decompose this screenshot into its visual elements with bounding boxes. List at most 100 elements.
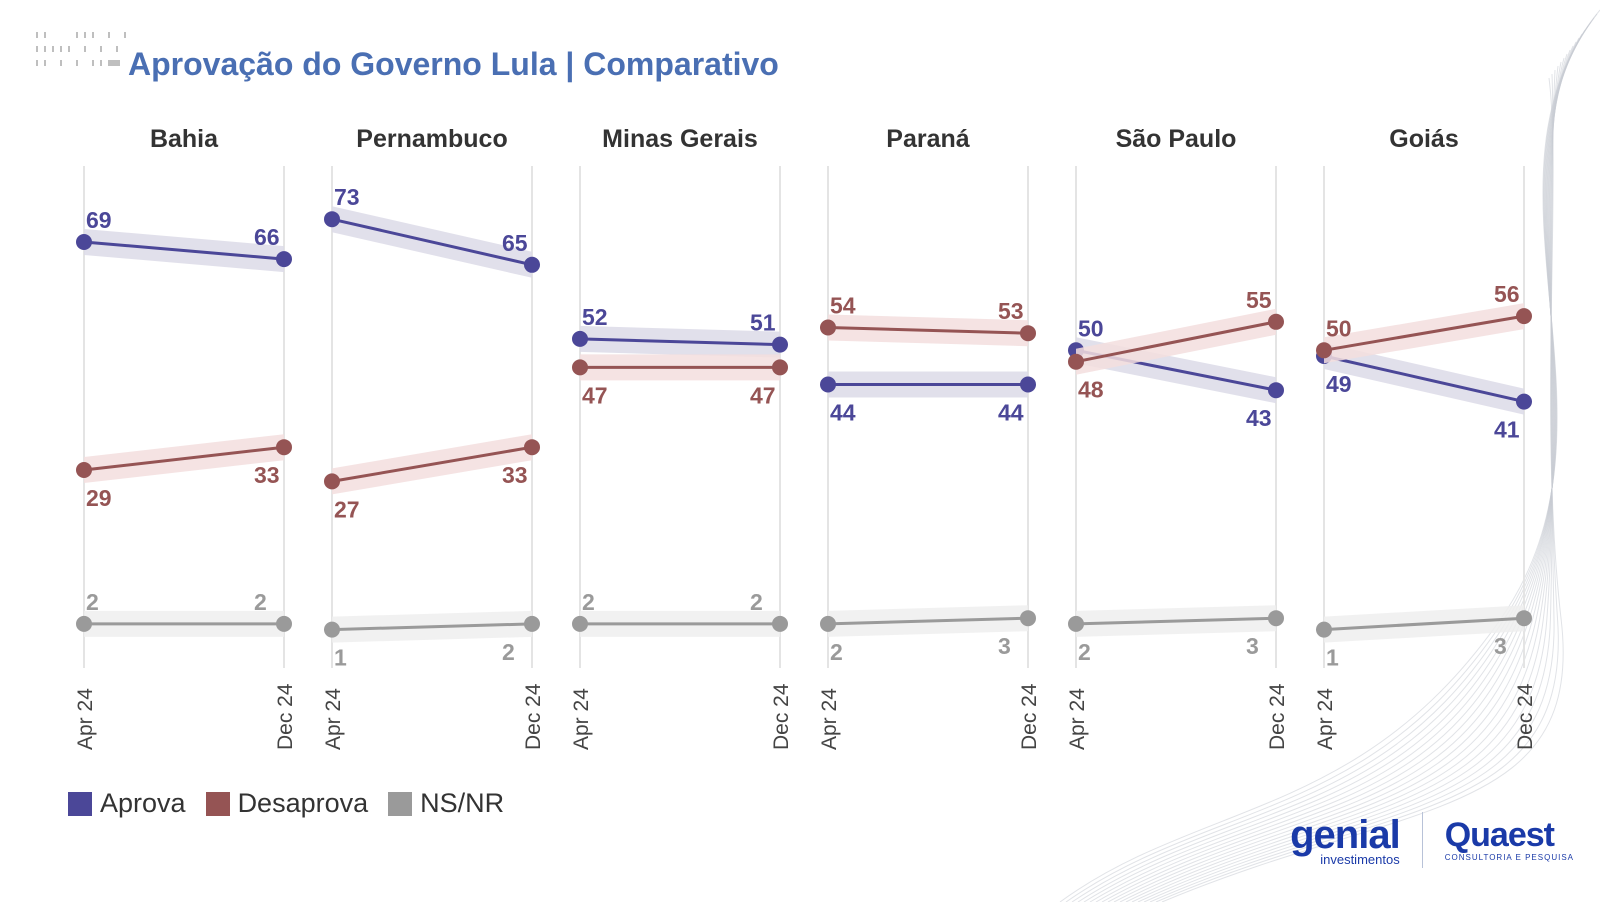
quaest-logo-sub: CONSULTORIA E PESQUISA	[1444, 853, 1574, 862]
line-aprova	[331, 217, 533, 267]
data-label-desaprova: 56	[1494, 281, 1520, 307]
x-tick-label: Apr 24	[1314, 688, 1337, 750]
point-aprova-dec	[1020, 376, 1036, 393]
data-label-nsnr: 1	[334, 645, 347, 671]
data-label-aprova: 69	[86, 207, 112, 233]
point-aprova-apr	[572, 330, 588, 347]
legend-label-nsnr: NS/NR	[420, 788, 505, 818]
data-label-desaprova: 47	[582, 382, 608, 408]
x-tick-label: Dec 24	[522, 683, 545, 750]
line-nsnr	[331, 622, 533, 632]
logo-divider	[1421, 812, 1423, 868]
data-label-desaprova: 27	[334, 496, 360, 522]
legend-swatch-aprova	[68, 791, 92, 816]
data-label-aprova: 44	[998, 400, 1024, 426]
line-aprova	[579, 337, 781, 347]
point-desaprova-apr	[1316, 342, 1332, 359]
data-label-aprova: 65	[502, 230, 528, 256]
point-aprova-dec	[1516, 393, 1532, 410]
wave-line	[1131, 57, 1565, 902]
point-aprova-apr	[820, 376, 836, 393]
point-desaprova-dec	[1268, 313, 1284, 330]
data-label-desaprova: 33	[254, 462, 280, 488]
panel-title: Goiás	[1389, 125, 1458, 153]
point-desaprova-apr	[1068, 353, 1084, 370]
point-desaprova-apr	[572, 359, 588, 376]
line-desaprova	[83, 445, 285, 472]
point-nsnr-dec	[276, 615, 292, 632]
point-desaprova-dec	[772, 359, 788, 376]
genial-logo-sub: investimentos	[1320, 851, 1400, 867]
data-label-aprova: 73	[334, 184, 360, 210]
point-nsnr-apr	[76, 615, 92, 632]
point-desaprova-apr	[324, 473, 340, 490]
point-aprova-dec	[276, 251, 292, 268]
point-desaprova-apr	[820, 319, 836, 336]
data-label-desaprova: 55	[1246, 287, 1272, 313]
data-label-desaprova: 47	[750, 382, 776, 408]
x-tick-label: Dec 24	[1018, 683, 1041, 750]
data-label-aprova: 49	[1326, 371, 1352, 397]
data-label-desaprova: 29	[86, 485, 112, 511]
point-desaprova-apr	[76, 462, 92, 478]
point-nsnr-apr	[1316, 621, 1332, 638]
panel-4: São Paulo Apr 24 Dec 24 50 43 48 55 2 3	[1066, 125, 1289, 750]
dotted-corner-mark	[36, 32, 126, 66]
line-desaprova	[827, 326, 1029, 335]
x-tick-label: Dec 24	[274, 683, 297, 750]
x-tick-label: Apr 24	[818, 688, 841, 750]
wave-line	[1155, 73, 1559, 902]
legend-item-nsnr: NS/NR	[388, 788, 504, 819]
point-aprova-apr	[324, 211, 340, 228]
line-desaprova	[331, 445, 533, 483]
panel-title: Minas Gerais	[602, 125, 758, 153]
x-tick-label: Apr 24	[74, 688, 97, 750]
data-label-nsnr: 2	[1078, 639, 1091, 665]
legend-label-aprova: Aprova	[100, 788, 186, 818]
data-label-aprova: 43	[1246, 405, 1272, 431]
genial-logo: genial investimentos	[1290, 812, 1401, 867]
point-nsnr-dec	[772, 615, 788, 632]
data-label-nsnr: 3	[1246, 633, 1259, 659]
data-label-aprova: 41	[1494, 417, 1520, 443]
point-nsnr-apr	[820, 615, 836, 632]
x-tick-label: Dec 24	[1266, 683, 1289, 750]
data-label-desaprova: 33	[502, 462, 528, 488]
panel-5: Goiás Apr 24 Dec 24 49 41 50 56 1 3	[1314, 125, 1537, 750]
quaest-logo: Quaest CONSULTORIA E PESQUISA	[1445, 818, 1574, 862]
line-aprova	[83, 240, 285, 261]
data-label-nsnr: 2	[86, 589, 99, 615]
wave-line	[1119, 49, 1571, 902]
data-label-aprova: 44	[830, 400, 856, 426]
x-tick-label: Apr 24	[570, 688, 593, 750]
data-label-nsnr: 2	[750, 589, 763, 615]
legend-item-aprova: Aprova	[68, 788, 186, 819]
x-tick-label: Dec 24	[770, 683, 793, 750]
data-label-nsnr: 2	[254, 589, 267, 615]
point-nsnr-apr	[1068, 615, 1084, 632]
footer-logos: genial investimentos Quaest CONSULTORIA …	[1290, 812, 1574, 868]
data-label-nsnr: 2	[582, 589, 595, 615]
chart-legend: Aprova Desaprova NS/NR	[68, 788, 524, 819]
point-nsnr-dec	[1020, 610, 1036, 627]
legend-swatch-desaprova	[205, 791, 230, 816]
wave-line	[1149, 69, 1556, 902]
panel-2: Minas Gerais Apr 24 Dec 24 52 51 47 47 2 2	[570, 125, 793, 750]
data-label-desaprova: 53	[998, 298, 1024, 324]
legend-label-desaprova: Desaprova	[237, 788, 369, 818]
panel-3: Paraná Apr 24 Dec 24 44 44 54 53 2 3	[818, 125, 1041, 750]
x-tick-label: Dec 24	[1514, 683, 1537, 750]
line-nsnr	[1323, 616, 1525, 632]
point-nsnr-apr	[572, 615, 588, 632]
wave-line	[1125, 53, 1568, 902]
data-label-aprova: 51	[750, 310, 776, 336]
genial-logo-name: genial	[1290, 812, 1401, 857]
data-label-aprova: 66	[254, 224, 280, 250]
wave-line	[1143, 65, 1559, 902]
panel-title: Paraná	[886, 125, 969, 153]
data-label-desaprova: 50	[1326, 315, 1352, 341]
line-nsnr	[827, 616, 1029, 626]
x-tick-label: Apr 24	[322, 688, 345, 750]
x-tick-label: Apr 24	[1066, 688, 1089, 750]
